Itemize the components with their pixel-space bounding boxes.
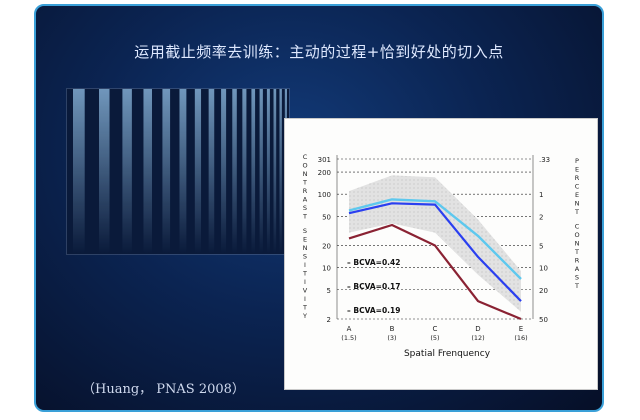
axis-title-char: S [575, 274, 579, 282]
x-tick-value: (1.5) [341, 334, 356, 342]
grating-bar [259, 89, 263, 254]
series-line-2 [348, 202, 522, 302]
chart-card: – BCVA=0.42 – BCVA=0.17 – BCVA=0.19 301 200… [284, 118, 598, 390]
x-tick-letter: A [347, 325, 352, 333]
y-tick-left: 10 [322, 265, 331, 273]
axis-title-char: C [303, 153, 308, 161]
grating-bar [266, 89, 270, 254]
axis-title-char: N [575, 200, 580, 208]
axis-title-char: I [304, 261, 306, 269]
y-tick-right: 2 [539, 213, 543, 221]
series-label-1: – BCVA=0.42 [347, 258, 400, 267]
grating-bar [179, 89, 187, 254]
x-tick-letter: B [390, 325, 395, 333]
axis-title-char: T [574, 248, 579, 256]
y-tick-left: 2 [327, 316, 331, 324]
y-tick-left: 100 [318, 191, 331, 199]
axis-title-char: C [575, 223, 580, 231]
axis-title-char: S [303, 227, 307, 235]
grating-bar [143, 89, 152, 254]
x-tick-letter: D [475, 325, 480, 333]
series-line-3 [348, 223, 522, 321]
normal-range-band [349, 175, 521, 312]
y-tick-left: 50 [322, 213, 331, 221]
axis-title-char: N [303, 244, 308, 252]
grating-bar [122, 89, 132, 254]
axis-title-char: R [575, 257, 580, 265]
series-label-3: – BCVA=0.19 [347, 306, 400, 315]
grating-bar [194, 89, 202, 254]
axis-title-char: N [575, 240, 580, 248]
axis-title-char: E [575, 166, 579, 174]
axis-title-char: Y [302, 312, 307, 320]
axis-title-char: T [574, 282, 579, 290]
grating-bar [73, 89, 85, 254]
axis-title-char: T [302, 304, 307, 312]
x-tick-value: (16) [514, 334, 527, 342]
axis-title-char: T [302, 179, 307, 187]
grating-bar [279, 89, 282, 254]
y-tick-left: 200 [318, 169, 331, 177]
series-label-2: – BCVA=0.17 [347, 282, 400, 291]
axis-title-char: I [304, 278, 306, 286]
axis-title-char: E [575, 191, 579, 199]
grating-bar [232, 89, 237, 254]
x-tick-letter: C [433, 325, 438, 333]
y-tick-left: 301 [318, 156, 331, 164]
x-axis-title: Spatial Frenquency [404, 349, 491, 359]
y-tick-left: 5 [327, 287, 331, 295]
y-tick-right: 10 [539, 265, 548, 273]
grating-bar [99, 89, 110, 254]
axis-title-char: N [303, 170, 308, 178]
axis-title-char: V [303, 287, 308, 295]
y-tick-right: 1 [539, 191, 543, 199]
axis-title-char: A [575, 265, 580, 273]
axis-title-char: R [303, 187, 308, 195]
grating-bar [162, 89, 171, 254]
y-tick-right: .33 [539, 156, 550, 164]
contrast-sensitivity-grating [66, 88, 290, 255]
grating-bar [251, 89, 256, 254]
y-tick-right: 5 [539, 243, 543, 251]
slide-frame: 运用截止频率去训练：主动的过程+恰到好处的切入点 – BCVA=0.4 [34, 4, 604, 412]
axis-title-char: T [574, 208, 579, 216]
axis-title-char: A [303, 196, 308, 204]
axis-title-char: C [575, 183, 580, 191]
x-tick-value: (12) [471, 334, 484, 342]
y-tick-left: 20 [322, 243, 331, 251]
axis-title-char: O [302, 162, 307, 170]
grating-bar [242, 89, 247, 254]
axis-title-char: T [302, 270, 307, 278]
x-tick-letter: E [519, 325, 523, 333]
x-tick-value: (3) [387, 334, 396, 342]
slide-title: 运用截止频率去训练：主动的过程+恰到好处的切入点 [134, 43, 504, 61]
grating-bar [221, 89, 227, 254]
axis-title-char: S [303, 204, 307, 212]
axis-title-char: P [575, 157, 579, 165]
axis-title-char: T [302, 213, 307, 221]
grating-bar [273, 89, 277, 254]
axis-title-char: O [574, 231, 579, 239]
grating-bar [208, 89, 215, 254]
y-tick-right: 50 [539, 316, 548, 324]
axis-title-char: R [575, 174, 580, 182]
axis-title-char: S [303, 253, 307, 261]
axis-title-char: I [304, 295, 306, 303]
axis-title-char: E [303, 236, 307, 244]
x-tick-value: (5) [430, 334, 439, 342]
csf-chart: – BCVA=0.42 – BCVA=0.17 – BCVA=0.19 301 200… [302, 153, 580, 359]
series-line-1 [348, 198, 522, 280]
citation: （Huang， PNAS 2008） [82, 382, 245, 397]
y-tick-right: 20 [539, 287, 548, 295]
